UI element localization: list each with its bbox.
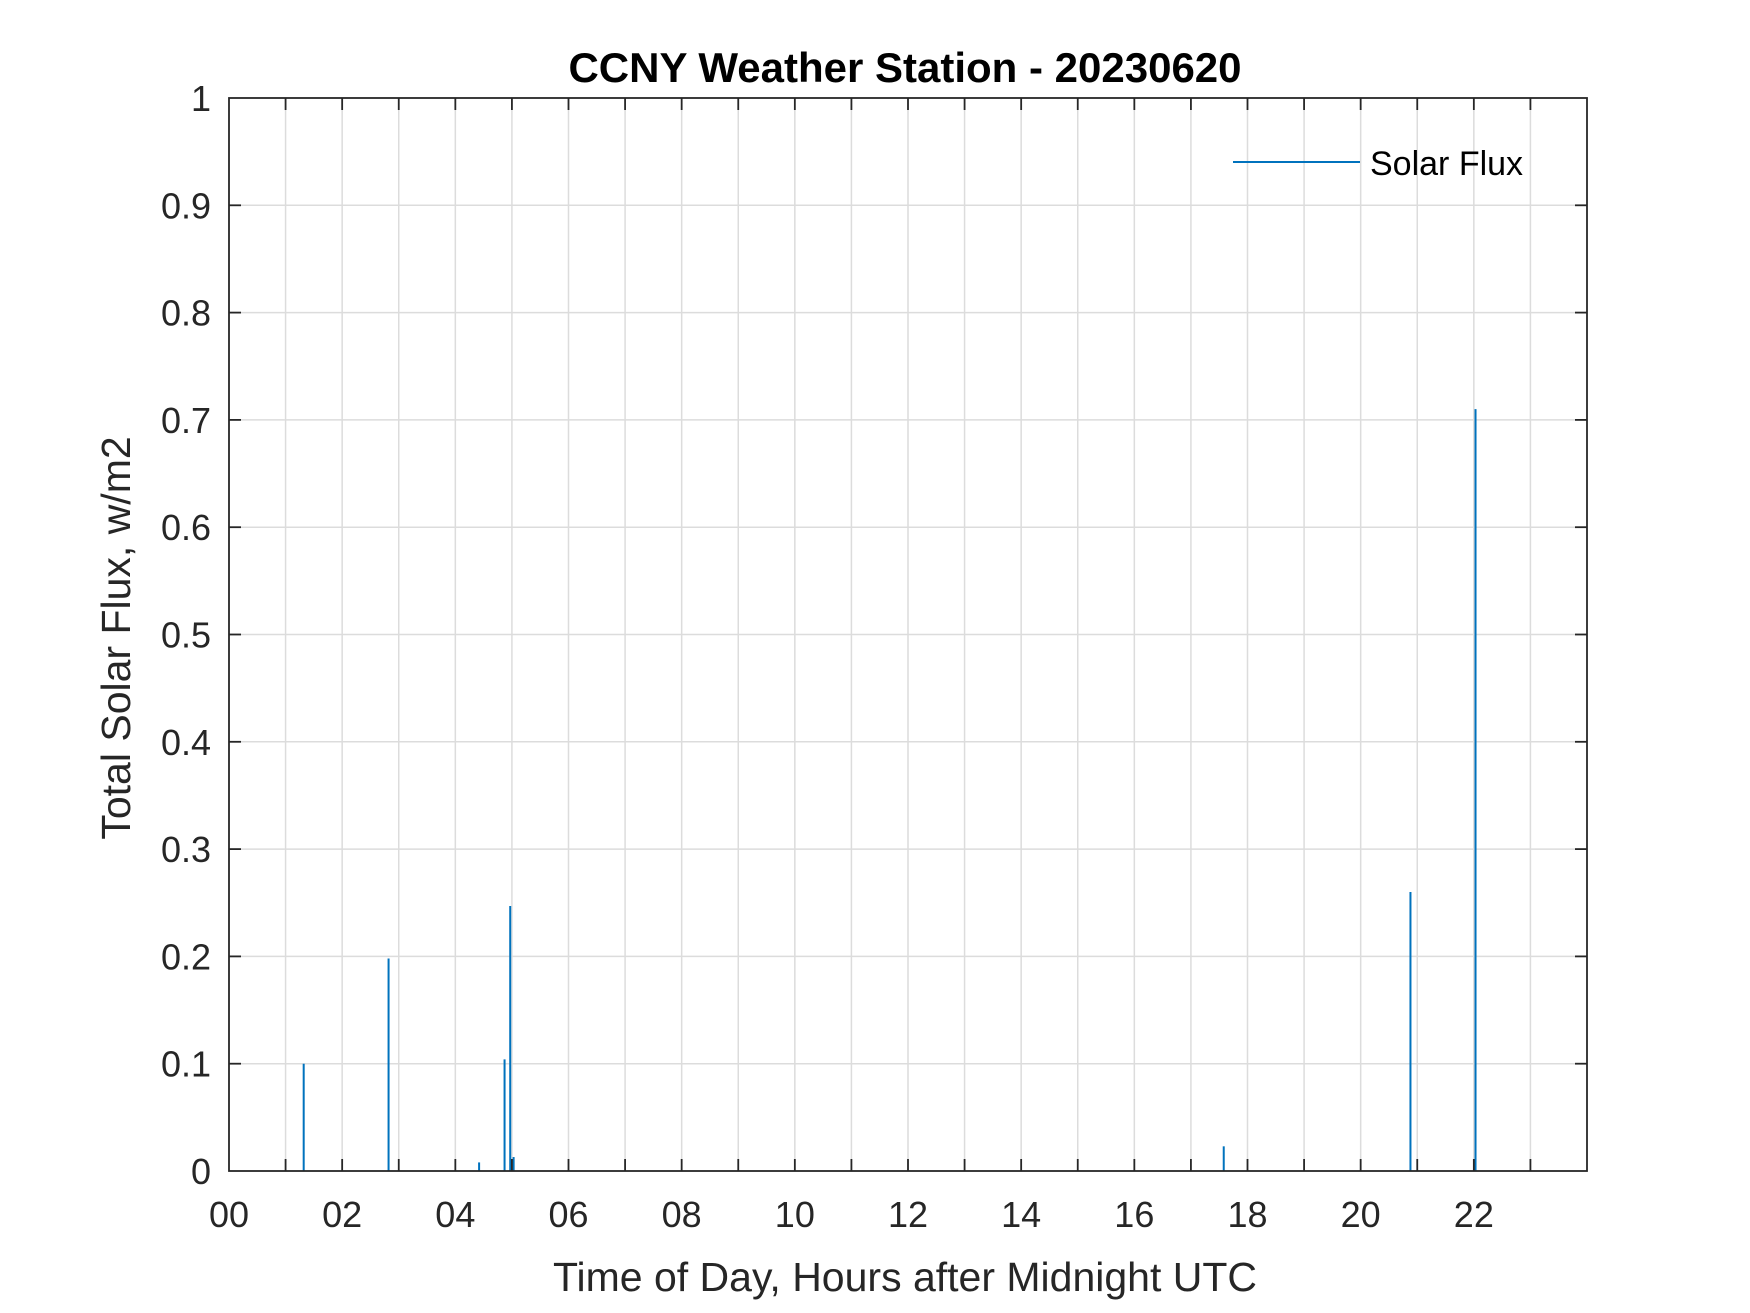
x-tick-label: 20 xyxy=(1341,1194,1381,1235)
grid xyxy=(229,98,1587,1171)
y-tick-label: 0.5 xyxy=(161,615,211,656)
axes-frame xyxy=(228,97,1588,1172)
chart-title: CCNY Weather Station - 20230620 xyxy=(568,44,1241,91)
y-tick-label: 1 xyxy=(191,78,211,119)
x-tick-label: 14 xyxy=(1001,1194,1041,1235)
y-tick-label: 0.7 xyxy=(161,400,211,441)
y-tick-label: 0.6 xyxy=(161,507,211,548)
tick-labels: 00 02 04 06 08 10 12 14 16 18 20 22 0 0.1 0.2 0.3 0.4 0.5… xyxy=(161,78,1494,1235)
x-tick-label: 06 xyxy=(548,1194,588,1235)
y-tick-label: 0.8 xyxy=(161,293,211,334)
legend-label-solar-flux: Solar Flux xyxy=(1370,145,1523,183)
x-tick-label: 18 xyxy=(1227,1194,1267,1235)
x-axis-label: Time of Day, Hours after Midnight UTC xyxy=(553,1254,1257,1300)
x-tick-label: 08 xyxy=(662,1194,702,1235)
x-tick-label: 02 xyxy=(322,1194,362,1235)
y-tick-label: 0.1 xyxy=(161,1044,211,1085)
y-tick-label: 0.9 xyxy=(161,185,211,226)
y-tick-label: 0.4 xyxy=(161,722,211,763)
y-tick-label: 0.3 xyxy=(161,829,211,870)
x-tick-label: 04 xyxy=(435,1194,475,1235)
x-tick-label: 12 xyxy=(888,1194,928,1235)
x-tick-label: 22 xyxy=(1454,1194,1494,1235)
legend: Solar Flux xyxy=(1233,145,1523,183)
y-axis-label: Total Solar Flux, w/m2 xyxy=(93,436,139,839)
y-tick-label: 0 xyxy=(191,1151,211,1192)
data-series xyxy=(302,409,1477,1171)
x-tick-label: 16 xyxy=(1114,1194,1154,1235)
y-tick-label: 0.2 xyxy=(161,936,211,977)
x-tick-label: 10 xyxy=(775,1194,815,1235)
x-tick-label: 00 xyxy=(209,1194,249,1235)
